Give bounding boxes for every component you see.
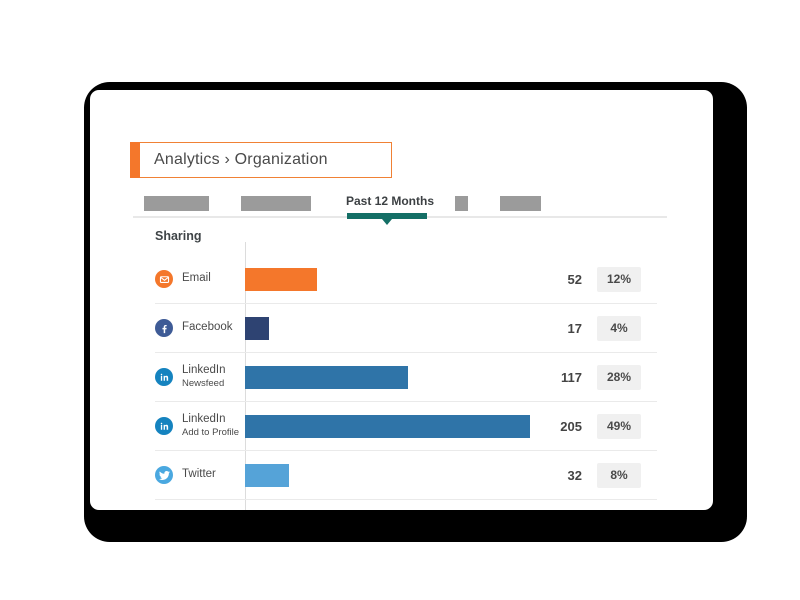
bar xyxy=(245,267,318,291)
linkedin-icon xyxy=(155,368,173,386)
tab-past-12-months[interactable]: Past 12 Months xyxy=(345,194,435,208)
chart-row: Facebook 17 4% xyxy=(155,304,657,353)
bar xyxy=(245,463,290,487)
bar xyxy=(245,365,408,389)
bar-track xyxy=(245,365,530,389)
breadcrumb-text[interactable]: Analytics › Organization xyxy=(154,151,328,168)
row-header: Email xyxy=(155,270,245,288)
tab-placeholder-3[interactable] xyxy=(455,196,468,211)
bar-track xyxy=(245,316,530,340)
share-percent-badge: 49% xyxy=(597,413,641,439)
bar xyxy=(245,316,269,340)
active-tab-pointer-icon xyxy=(382,219,392,225)
linkedin-icon xyxy=(155,417,173,435)
bar-track xyxy=(245,414,530,438)
channel-labels: Email xyxy=(182,272,211,286)
email-icon xyxy=(155,270,173,288)
row-header: Facebook xyxy=(155,319,245,337)
tab-placeholder-1[interactable] xyxy=(144,196,209,211)
share-count: 117 xyxy=(561,369,582,385)
share-percent-badge: 8% xyxy=(597,462,641,488)
channel-labels: LinkedIn Newsfeed xyxy=(182,364,225,389)
tab-placeholder-4[interactable] xyxy=(500,196,541,211)
share-count: 32 xyxy=(567,467,582,483)
sharing-bar-chart: Email 52 12% Facebook 17 4% LinkedIn xyxy=(155,255,657,500)
breadcrumb[interactable]: Analytics › Organization xyxy=(130,142,392,178)
channel-labels: Twitter xyxy=(182,468,216,482)
tab-placeholder-2[interactable] xyxy=(241,196,311,211)
twitter-icon xyxy=(155,466,173,484)
channel-label: Twitter xyxy=(182,468,216,481)
channel-labels: LinkedIn Add to Profile xyxy=(182,413,239,438)
channel-label: LinkedIn xyxy=(182,413,226,426)
share-count: 52 xyxy=(567,271,582,287)
share-percent-badge: 28% xyxy=(597,364,641,390)
row-header: LinkedIn Add to Profile xyxy=(155,413,245,438)
chart-row: Twitter 32 8% xyxy=(155,451,657,500)
channel-label: LinkedIn xyxy=(182,364,226,377)
breadcrumb-accent-bar xyxy=(130,142,140,178)
share-percent-badge: 4% xyxy=(597,315,641,341)
row-header: LinkedIn Newsfeed xyxy=(155,364,245,389)
channel-sublabel: Add to Profile xyxy=(182,427,240,439)
chart-row: Email 52 12% xyxy=(155,255,657,304)
chart-row: LinkedIn Add to Profile 205 49% xyxy=(155,402,657,451)
share-percent-badge: 12% xyxy=(597,266,641,292)
bar xyxy=(245,414,530,438)
channel-label: Facebook xyxy=(182,321,233,334)
channel-labels: Facebook xyxy=(182,321,233,335)
facebook-icon xyxy=(155,319,173,337)
section-title: Sharing xyxy=(155,229,202,243)
active-tab-underline xyxy=(347,213,427,219)
share-count: 17 xyxy=(567,320,582,336)
channel-label: Email xyxy=(182,272,211,285)
chart-row: LinkedIn Newsfeed 117 28% xyxy=(155,353,657,402)
bar-track xyxy=(245,267,530,291)
bar-track xyxy=(245,463,530,487)
channel-sublabel: Newsfeed xyxy=(182,378,225,390)
dashboard-card: Analytics › Organization Past 12 Months … xyxy=(90,90,713,510)
row-header: Twitter xyxy=(155,466,245,484)
share-count: 205 xyxy=(560,418,582,434)
